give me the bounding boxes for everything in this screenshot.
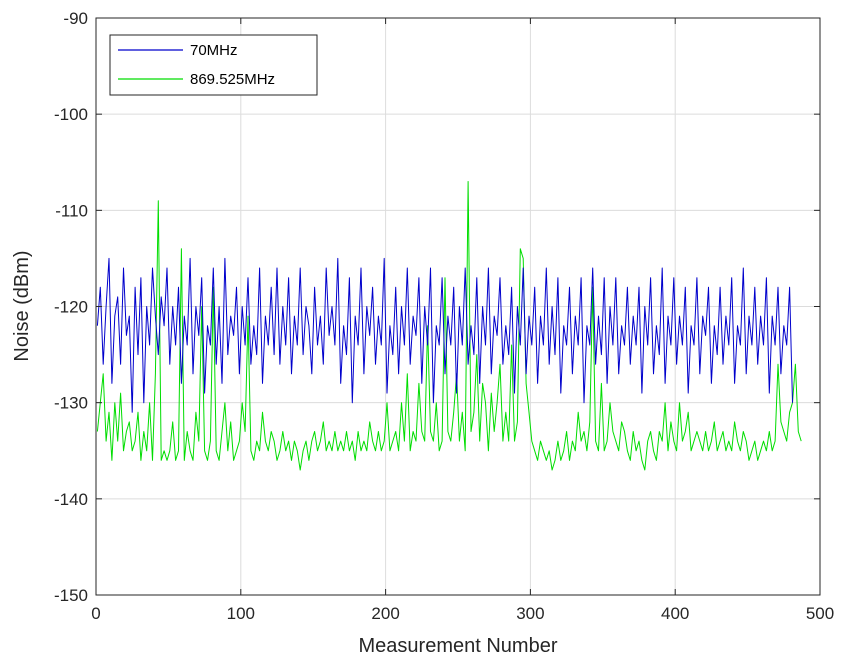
x-tick-label: 300 [516,604,544,623]
legend-label-70mhz: 70MHz [190,42,238,59]
y-tick-label: -120 [54,298,88,317]
x-tick-label: 100 [227,604,255,623]
legend: 70MHz 869.525MHz [109,34,318,96]
series-line-70mhz [96,257,793,413]
legend-label-869mhz: 869.525MHz [190,71,275,88]
y-tick-label: -150 [54,586,88,605]
tick-labels: 0 100 200 300 400 500 -150 -140 -130 -120 -110 -100… [54,9,834,623]
x-axis-label: Measurement Number [359,635,558,657]
series-layer [96,181,802,471]
x-tick-label: 200 [371,604,399,623]
ticks [95,17,821,596]
legend-box [109,34,318,96]
x-tick-label: 500 [806,604,834,623]
y-tick-label: -90 [63,9,88,28]
y-tick-label: -100 [54,105,88,124]
y-tick-label: -110 [55,201,88,220]
y-tick-label: -140 [54,490,88,509]
y-axis-label: Noise (dBm) [11,250,33,361]
y-tick-label: -130 [54,394,88,413]
x-tick-label: 400 [661,604,689,623]
series-line-869mhz [96,181,802,471]
x-tick-label: 0 [91,604,100,623]
